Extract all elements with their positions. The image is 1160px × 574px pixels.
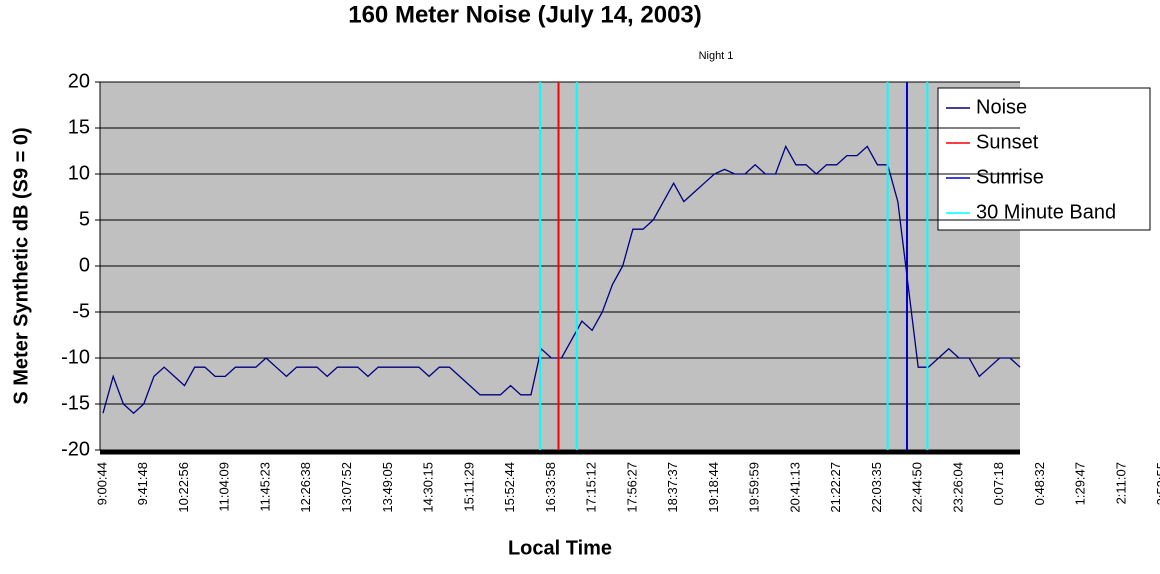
y-tick-label: 10 [68, 162, 90, 184]
x-tick-label: 9:00:44 [94, 462, 109, 505]
x-tick-label: 18:37:37 [665, 462, 680, 513]
x-tick-label: 13:49:05 [380, 462, 395, 513]
x-tick-label: 22:03:35 [869, 462, 884, 513]
x-tick-label: 22:44:50 [910, 462, 925, 513]
x-tick-label: 13:07:52 [339, 462, 354, 513]
legend [937, 87, 1151, 231]
noise-line [102, 144, 1021, 415]
x-tick-label: 15:52:44 [502, 462, 517, 513]
y-tick-label: -20 [61, 438, 90, 460]
x-tick-label: 17:15:12 [584, 462, 599, 513]
x-tick-label: 19:59:59 [747, 462, 762, 513]
x-tick-label: 15:11:29 [461, 462, 476, 512]
y-tick-label: -15 [61, 392, 90, 414]
y-tick-label: -5 [72, 300, 90, 322]
x-tick-label: 2:52:55 [1154, 462, 1160, 505]
x-tick-label: 16:33:58 [543, 462, 558, 513]
y-tick-label: 0 [79, 254, 90, 276]
x-tick-label: 20:41:13 [787, 462, 802, 513]
y-tick-label: 5 [79, 208, 90, 230]
x-tick-label: 1:29:47 [1073, 462, 1088, 505]
x-tick-label: 11:04:09 [217, 462, 232, 512]
x-tick-label: 2:11:07 [1113, 462, 1128, 504]
x-axis-title: Local Time [508, 537, 612, 559]
x-tick-label: 21:22:27 [828, 462, 843, 513]
y-tick-label: 20 [68, 70, 90, 92]
chart-subtitle: Night 1 [699, 50, 734, 62]
x-tick-label: 17:56:27 [624, 462, 639, 513]
x-tick-label: 11:45:23 [257, 462, 272, 512]
x-tick-label: 9:41:48 [135, 462, 150, 505]
x-tick-label: 19:18:44 [706, 462, 721, 513]
legend-label: Sunset [976, 131, 1039, 153]
legend-label: Sunrise [976, 166, 1044, 188]
y-axis-title: S Meter Synthetic dB (S9 = 0) [10, 127, 32, 404]
x-tick-label: 0:48:32 [1032, 462, 1047, 505]
y-tick-label: -10 [61, 346, 90, 368]
chart-title: 160 Meter Noise (July 14, 2003) [348, 1, 702, 28]
legend-label: 30 Minute Band [976, 201, 1116, 223]
x-tick-label: 0:07:18 [991, 462, 1006, 505]
x-tick-label: 10:22:56 [176, 462, 191, 513]
x-tick-label: 23:26:04 [950, 462, 965, 513]
y-tick-label: 15 [68, 116, 90, 138]
x-tick-label: 12:26:38 [298, 462, 313, 513]
x-tick-label: 14:30:15 [421, 462, 436, 513]
legend-label: Noise [976, 96, 1027, 118]
